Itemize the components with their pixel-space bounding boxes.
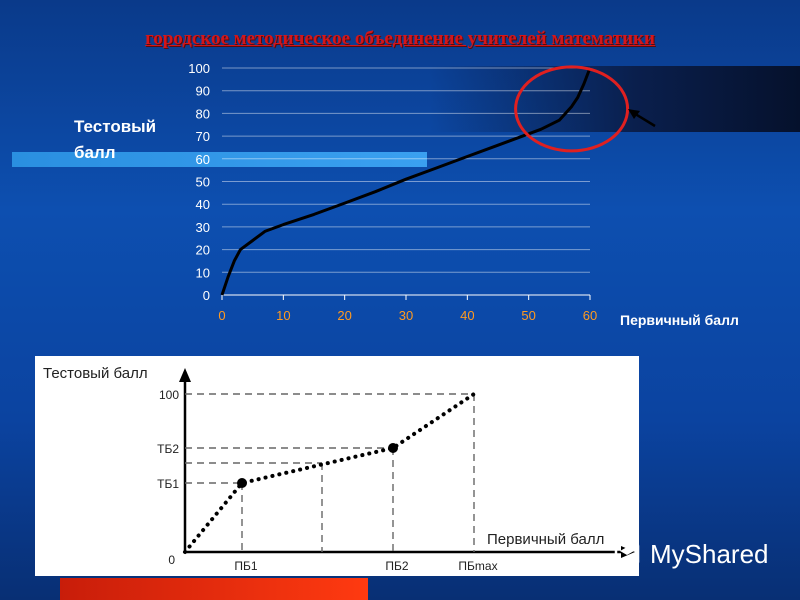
chart2-x-tick-label: ПБ1 [234, 559, 258, 573]
chart1-y-tick-label: 40 [196, 197, 210, 212]
chart1-y-tick-label: 20 [196, 243, 210, 258]
chart1-y-axis-label: Тестовый балл [74, 117, 157, 162]
chart1-svg: 0 10 20 30 40 50 60 70 80 90 100 0 10 20 30 40 50 60 [188, 61, 656, 323]
arrow-icon [628, 109, 640, 119]
chart1-y-tick-label: 0 [203, 288, 210, 303]
chart1-y-tick-label: 50 [196, 175, 210, 190]
chart1-series-line [220, 67, 592, 296]
chart2-x-axis-label: Первичный балл [487, 531, 604, 548]
mortarboard-icon [614, 541, 640, 568]
watermark-text: MyShared [650, 538, 769, 569]
decorative-band-dark [430, 66, 800, 132]
chart2-y-tick-label: 100 [159, 388, 179, 402]
chart1-y-tick-label: 80 [196, 106, 210, 121]
chart1-y-tick-label: 70 [196, 129, 210, 144]
watermark: MyShared [610, 536, 769, 572]
chart1-x-tick-label: 30 [399, 308, 413, 323]
decorative-band-light [12, 152, 427, 167]
slide-title: городское методическое объединение учите… [145, 28, 655, 49]
chart2-svg: Тестовый балл Первичный балл 0 ТБ1 ТБ2 100 ПБ1… [43, 365, 635, 573]
chart1-highlight-circle [514, 65, 630, 153]
decorative-band-red [60, 578, 368, 600]
chart2-y-tick-label: 0 [168, 553, 175, 567]
chart1-x-tick-label: 60 [583, 308, 597, 323]
chart1-x-tick-label: 40 [460, 308, 474, 323]
chart2-point [388, 443, 398, 453]
chart1-y-tick-label: 60 [196, 152, 210, 167]
chart2-y-axis-arrow [179, 368, 191, 382]
chart1-x-tick-label: 10 [276, 308, 290, 323]
chart1-y-tick-label: 100 [188, 61, 210, 76]
chart1-y-tick-label: 90 [196, 84, 210, 99]
chart1-x-tick-label: 50 [521, 308, 535, 323]
chart2-y-axis-label: Тестовый балл [43, 365, 148, 382]
chart2-point [237, 478, 247, 488]
chart2-series-line [183, 392, 476, 554]
chart2-x-tick-label: ПБmax [458, 559, 497, 573]
chart1-x-tick-label: 0 [218, 308, 225, 323]
chart1-x-axis-label: Первичный балл [620, 312, 739, 328]
chart2-x-tick-label: ПБ2 [385, 559, 409, 573]
chart2-panel: Тестовый балл Первичный балл 0 ТБ1 ТБ2 100 ПБ1… [35, 356, 639, 576]
chart2-y-tick-label: ТБ2 [157, 442, 179, 456]
chart1-y-tick-label: 10 [196, 265, 210, 280]
chart1-x-tick-label: 20 [337, 308, 351, 323]
chart1-y-tick-label: 30 [196, 220, 210, 235]
chart2-y-tick-label: ТБ1 [157, 477, 179, 491]
